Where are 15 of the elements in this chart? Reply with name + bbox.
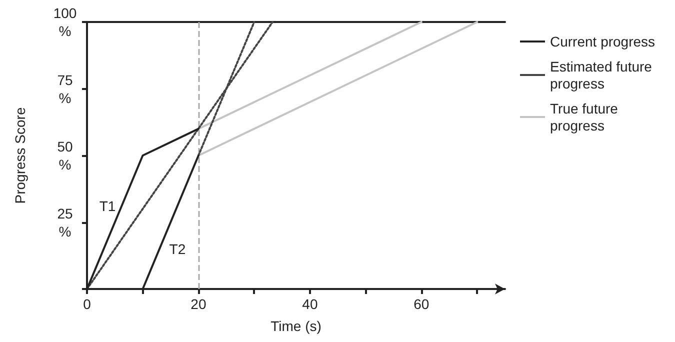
y-tick-label: 25 % <box>57 205 73 240</box>
y-tick-label: 50 % <box>57 138 73 172</box>
annotation: T2 <box>169 240 186 257</box>
legend-label: True future progress <box>550 100 622 134</box>
x-tick-label: 40 <box>302 296 318 312</box>
x-tick-label: 60 <box>414 296 430 312</box>
x-tick-label: 0 <box>83 296 92 312</box>
y-tick-label: 100 % <box>53 5 77 39</box>
y-axis-title: Progress Score <box>12 107 28 204</box>
legend-label: Current progress <box>550 34 656 50</box>
legend-label: Estimated future progress <box>550 58 656 92</box>
annotation: T1 <box>99 198 116 214</box>
x-axis-title: Time (s) <box>270 318 322 334</box>
y-tick-label: 75 % <box>57 72 73 106</box>
x-tick-label: 20 <box>190 296 206 312</box>
